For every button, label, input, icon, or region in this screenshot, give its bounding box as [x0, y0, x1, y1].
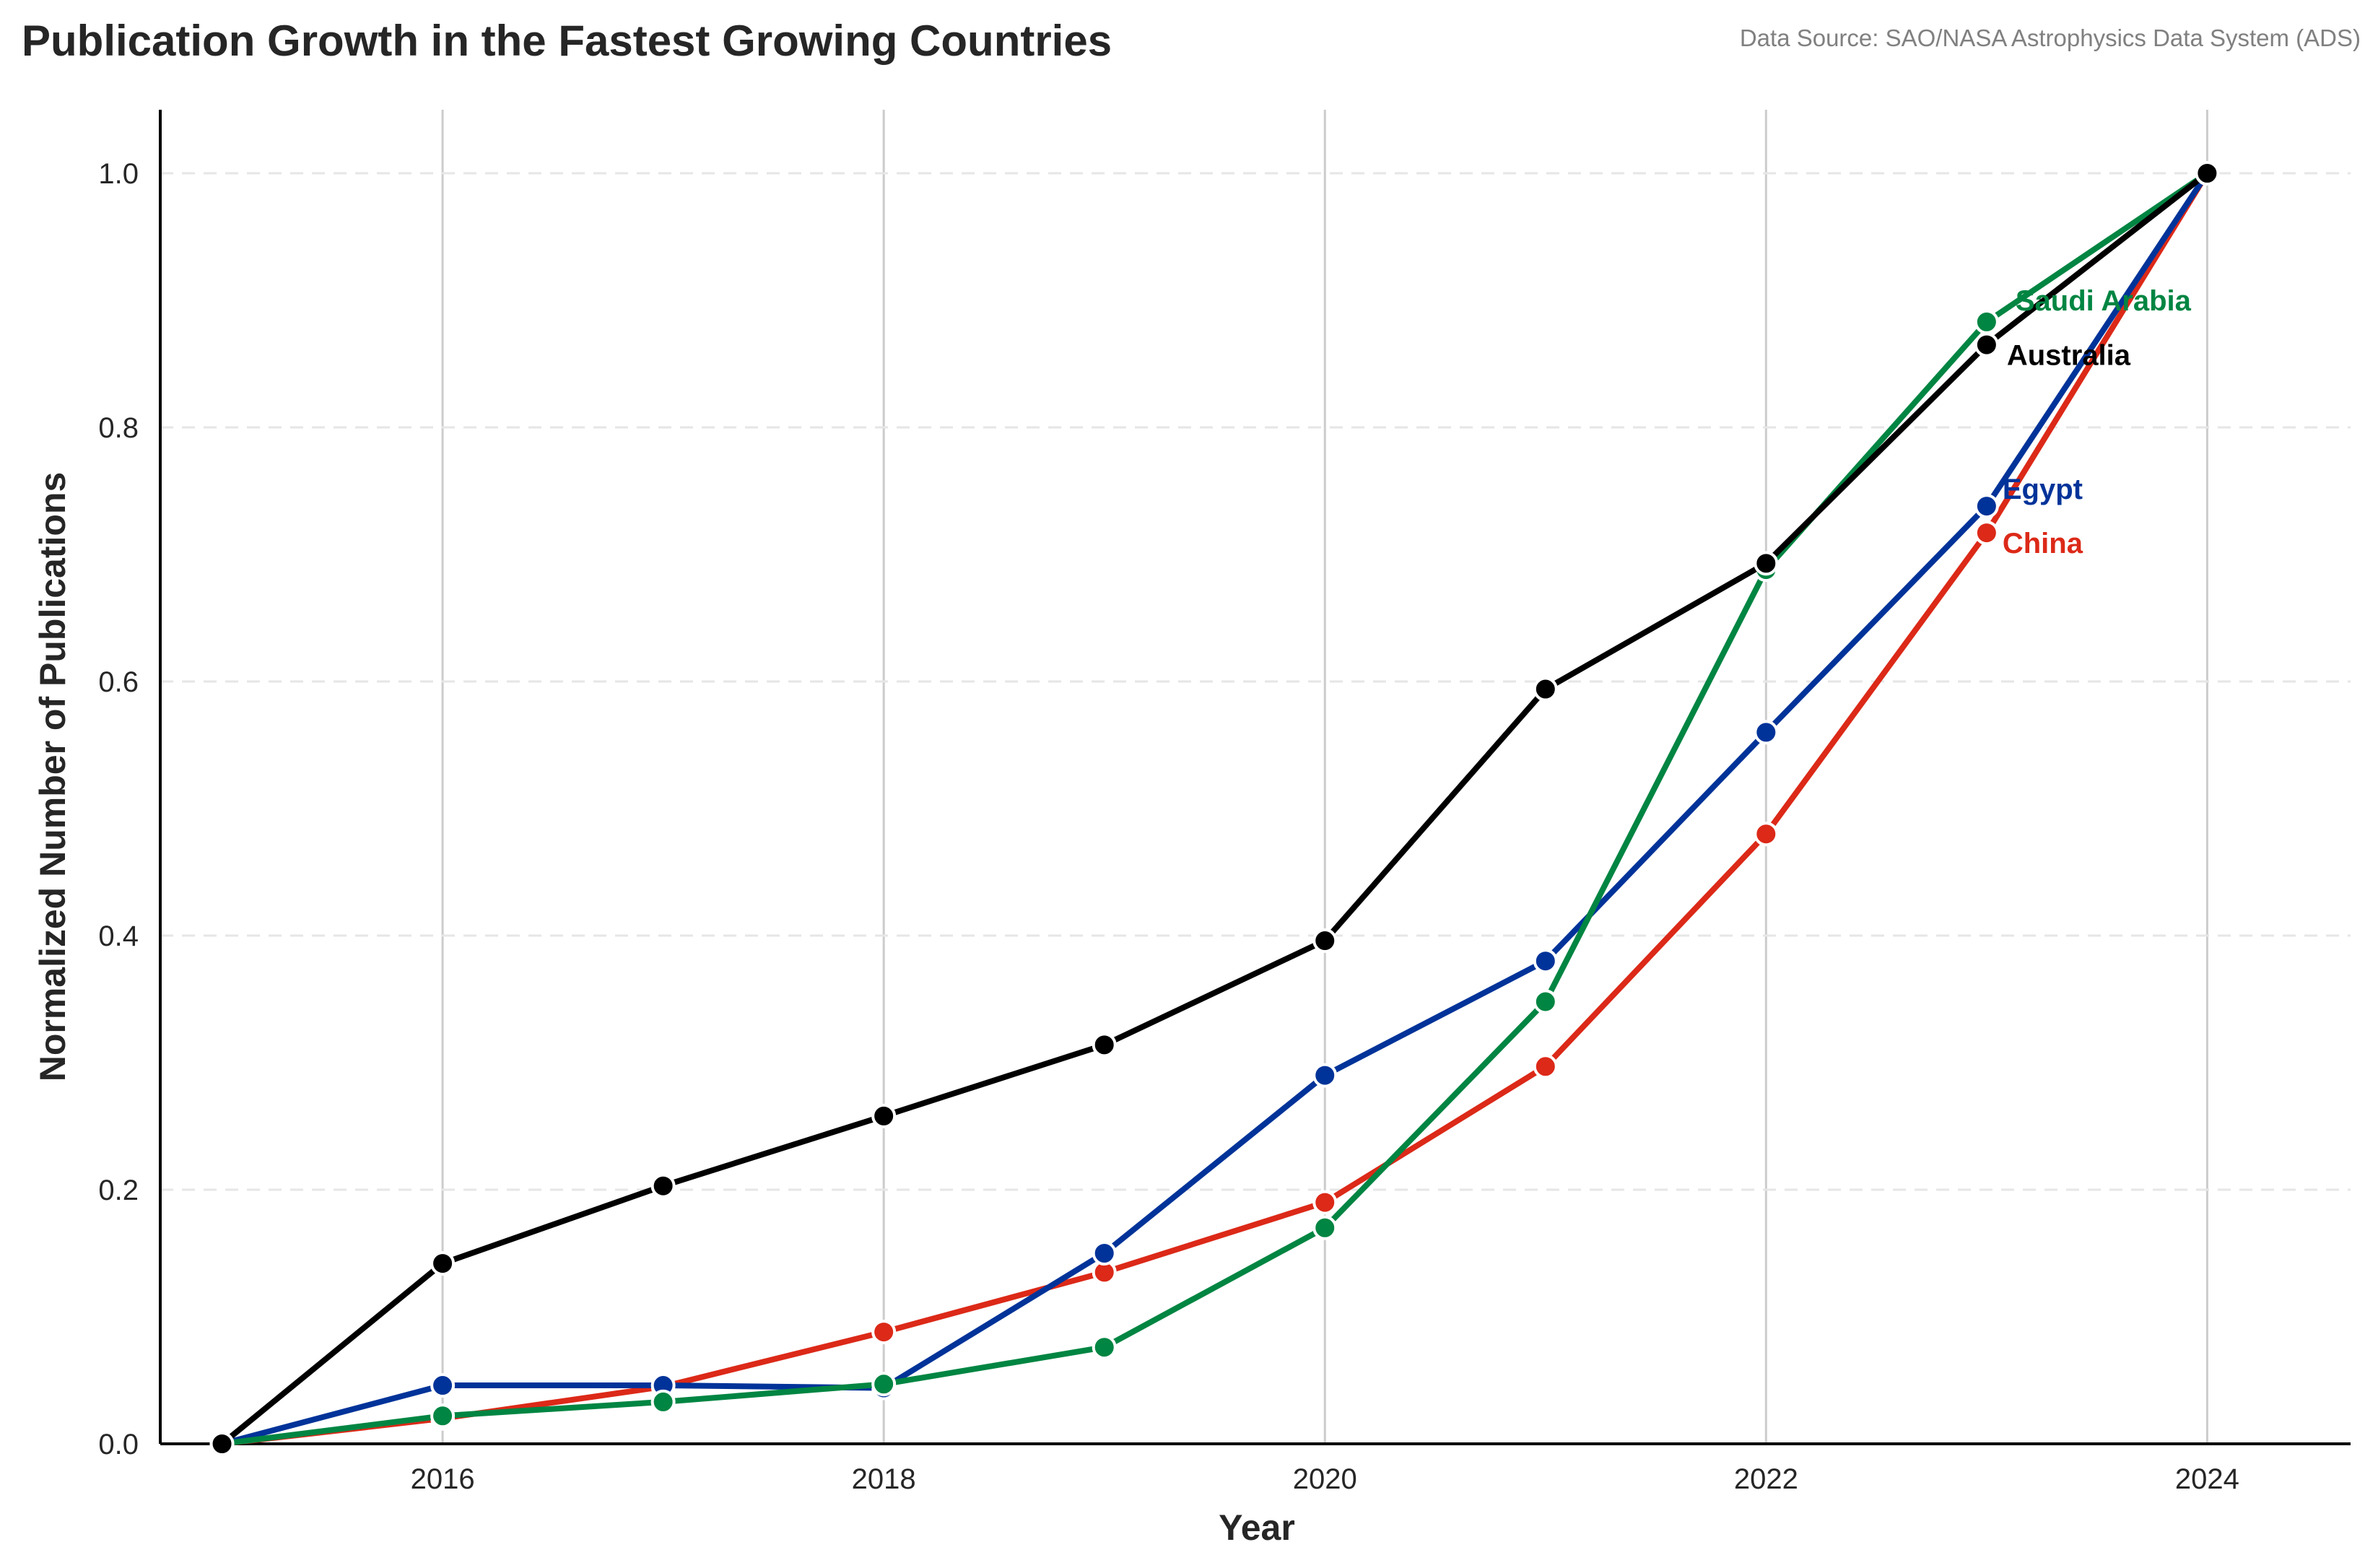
data-point-australia: [1092, 1032, 1117, 1058]
series-line-egypt: [219, 170, 2211, 1447]
x-axis-label: Year: [1219, 1507, 1295, 1548]
x-tick-label: 2024: [2175, 1463, 2239, 1495]
data-point-saudi-arabia: [1092, 1335, 1117, 1360]
y-tick-label: 0.0: [98, 1429, 139, 1460]
data-point-saudi-arabia: [1974, 309, 1999, 334]
data-point-saudi-arabia: [650, 1389, 676, 1414]
data-point-australia: [871, 1103, 897, 1128]
series-line-australia: [219, 170, 2211, 1447]
data-point-egypt: [1092, 1241, 1117, 1266]
data-point-egypt: [430, 1373, 456, 1398]
series-label-china: China: [2003, 528, 2083, 559]
data-point-china: [1974, 521, 1999, 546]
data-point-china: [871, 1320, 897, 1345]
series-labels: China Egypt Saudi Arabia Australia: [2003, 285, 2192, 559]
y-axis-label: Normalized Number of Publications: [32, 472, 73, 1082]
x-tick-label: 2016: [411, 1463, 475, 1495]
y-tick-label: 1.0: [98, 158, 139, 190]
x-tick-label: 2018: [852, 1463, 916, 1495]
data-point-australia: [430, 1251, 456, 1276]
tick-labels: 2016 2018 2020 2022 2024 0.0 0.2 0.4 0.6 0.8 1.0: [98, 158, 2239, 1495]
data-point-saudi-arabia: [430, 1403, 456, 1429]
data-point-egypt: [1533, 949, 1558, 974]
data-point-australia: [650, 1173, 676, 1198]
data-source-note: Data Source: SAO/NASA Astrophysics Data …: [1739, 25, 2361, 51]
data-point-australia: [1312, 928, 1338, 954]
chart-title: Publication Growth in the Fastest Growin…: [22, 17, 1112, 65]
y-tick-label: 0.2: [98, 1175, 139, 1206]
series-label-saudi-arabia: Saudi Arabia: [2016, 285, 2192, 317]
data-point-australia: [2195, 161, 2220, 186]
series-label-australia: Australia: [2007, 340, 2131, 372]
series-china: [209, 161, 2220, 1456]
series-label-egypt: Egypt: [2003, 474, 2083, 505]
axes: [159, 110, 2351, 1445]
data-point-australia: [1754, 551, 1779, 576]
data-point-australia: [1533, 676, 1558, 702]
data-point-australia: [1974, 332, 1999, 357]
y-tick-label: 0.8: [98, 412, 139, 444]
series-line-saudi-arabia: [219, 170, 2211, 1447]
x-tick-label: 2022: [1734, 1463, 1798, 1495]
data-point-saudi-arabia: [871, 1372, 897, 1397]
data-point-egypt: [1754, 720, 1779, 745]
series-australia: [209, 161, 2220, 1456]
series-saudi-arabia: [209, 161, 2220, 1456]
y-tick-label: 0.4: [98, 920, 139, 952]
series-lines: [209, 161, 2220, 1456]
data-point-china: [1754, 822, 1779, 847]
series-line-china: [219, 170, 2211, 1447]
x-tick-label: 2020: [1293, 1463, 1357, 1495]
data-point-saudi-arabia: [1533, 989, 1558, 1014]
grid-lines: [160, 110, 2351, 1444]
y-tick-label: 0.6: [98, 666, 139, 698]
series-egypt: [209, 161, 2220, 1456]
data-point-egypt: [1312, 1063, 1338, 1088]
data-point-australia: [209, 1432, 235, 1456]
data-point-saudi-arabia: [1312, 1215, 1338, 1240]
data-point-china: [1312, 1190, 1338, 1215]
data-point-china: [1533, 1054, 1558, 1079]
data-point-egypt: [1974, 494, 1999, 519]
